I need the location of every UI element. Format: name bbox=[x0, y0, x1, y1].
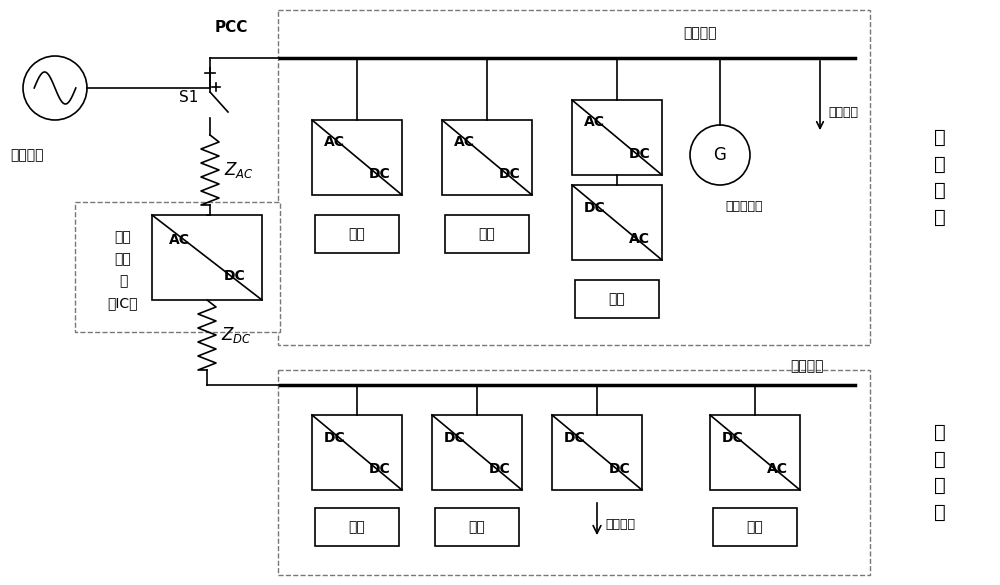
Text: 交
流
子
网: 交 流 子 网 bbox=[934, 128, 946, 227]
Text: 风机: 风机 bbox=[609, 292, 625, 306]
Text: DC: DC bbox=[224, 269, 245, 283]
Bar bbox=[713, 508, 797, 546]
Text: $Z_{AC}$: $Z_{AC}$ bbox=[224, 160, 254, 180]
Text: 接口: 接口 bbox=[115, 230, 131, 244]
Bar bbox=[572, 100, 662, 175]
Text: 交流母线: 交流母线 bbox=[683, 26, 717, 40]
Text: 储能: 储能 bbox=[479, 227, 495, 241]
Bar bbox=[442, 120, 532, 195]
Text: 交流负荷: 交流负荷 bbox=[828, 106, 858, 119]
Bar bbox=[432, 415, 522, 490]
Text: AC: AC bbox=[324, 136, 345, 150]
Text: AC: AC bbox=[629, 232, 650, 246]
Text: 风机: 风机 bbox=[747, 520, 763, 534]
Bar bbox=[572, 185, 662, 260]
Text: $Z_{DC}$: $Z_{DC}$ bbox=[221, 325, 252, 345]
Text: AC: AC bbox=[584, 115, 605, 129]
Text: 光伏: 光伏 bbox=[349, 227, 365, 241]
Bar bbox=[315, 508, 399, 546]
Text: DC: DC bbox=[444, 431, 465, 445]
Bar bbox=[445, 215, 529, 253]
Text: DC: DC bbox=[584, 201, 605, 215]
Text: AC: AC bbox=[767, 462, 788, 476]
Text: DC: DC bbox=[369, 167, 390, 181]
Text: DC: DC bbox=[499, 167, 520, 181]
Text: 器: 器 bbox=[119, 274, 127, 288]
Text: S1: S1 bbox=[179, 91, 198, 105]
Bar bbox=[435, 508, 519, 546]
Bar bbox=[278, 10, 870, 345]
Bar bbox=[312, 120, 402, 195]
Text: 直流母线: 直流母线 bbox=[790, 359, 824, 373]
Text: （IC）: （IC） bbox=[108, 296, 138, 310]
Bar bbox=[75, 202, 280, 332]
Bar bbox=[278, 370, 870, 575]
Text: 变换: 变换 bbox=[115, 252, 131, 266]
Text: G: G bbox=[714, 146, 726, 164]
Text: DC: DC bbox=[609, 462, 630, 476]
Text: 储能: 储能 bbox=[349, 520, 365, 534]
Text: 直
流
子
网: 直 流 子 网 bbox=[934, 424, 946, 522]
Bar bbox=[710, 415, 800, 490]
Text: AC: AC bbox=[169, 233, 190, 247]
Text: DC: DC bbox=[324, 431, 345, 445]
Text: DC: DC bbox=[629, 147, 650, 161]
Text: 小型发电机: 小型发电机 bbox=[725, 200, 763, 213]
Bar bbox=[552, 415, 642, 490]
Text: PCC: PCC bbox=[215, 20, 248, 36]
Text: DC: DC bbox=[722, 431, 743, 445]
Text: 直流负荷: 直流负荷 bbox=[605, 518, 635, 532]
Text: 交流电网: 交流电网 bbox=[10, 148, 44, 162]
Text: DC: DC bbox=[489, 462, 510, 476]
Text: DC: DC bbox=[564, 431, 585, 445]
Text: DC: DC bbox=[369, 462, 390, 476]
Bar bbox=[315, 215, 399, 253]
Bar bbox=[312, 415, 402, 490]
Text: AC: AC bbox=[454, 136, 475, 150]
Bar bbox=[152, 215, 262, 300]
Bar bbox=[575, 280, 659, 318]
Text: 光伏: 光伏 bbox=[469, 520, 485, 534]
